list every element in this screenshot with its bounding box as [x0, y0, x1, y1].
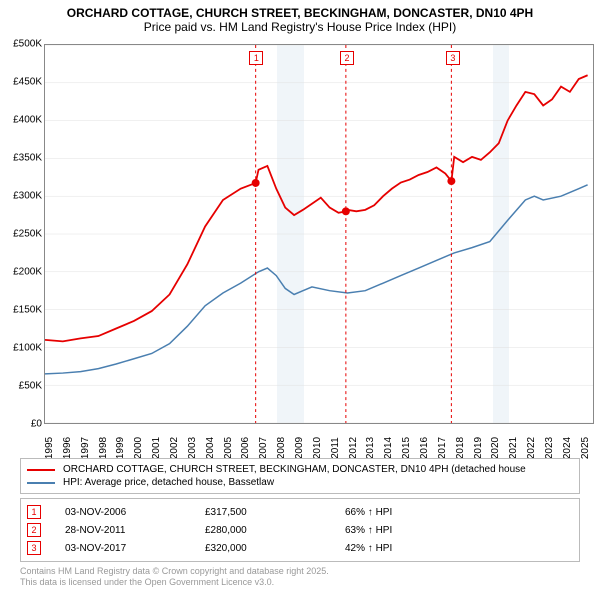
footer-line2: This data is licensed under the Open Gov… — [20, 577, 329, 588]
x-tick-label: 2017 — [437, 437, 448, 459]
x-tick-label: 2000 — [133, 437, 144, 459]
chart-marker-badge: 2 — [340, 51, 354, 65]
x-tick-label: 2021 — [508, 437, 519, 459]
y-tick-label: £450K — [13, 77, 42, 88]
x-tick-label: 2009 — [294, 437, 305, 459]
marker-row: 1 03-NOV-2006£317,50066% ↑ HPI — [27, 503, 573, 521]
x-axis: 1995199619971998199920002001200220032004… — [44, 424, 594, 450]
chart-marker-badge: 1 — [249, 51, 263, 65]
title-line2: Price paid vs. HM Land Registry's House … — [10, 20, 590, 34]
x-tick-label: 2005 — [223, 437, 234, 459]
marker-row: 2 28-NOV-2011£280,00063% ↑ HPI — [27, 521, 573, 539]
y-tick-label: £250K — [13, 229, 42, 240]
x-tick-label: 2007 — [258, 437, 269, 459]
marker-row: 3 03-NOV-2017£320,00042% ↑ HPI — [27, 539, 573, 557]
marker-table: 1 03-NOV-2006£317,50066% ↑ HPI 2 28-NOV-201… — [20, 498, 580, 562]
legend-label: ORCHARD COTTAGE, CHURCH STREET, BECKINGH… — [63, 464, 526, 475]
x-tick-label: 2019 — [473, 437, 484, 459]
y-tick-label: £300K — [13, 191, 42, 202]
y-tick-label: £0 — [31, 419, 42, 430]
y-tick-label: £50K — [19, 381, 42, 392]
x-tick-label: 2023 — [544, 437, 555, 459]
chart-title: ORCHARD COTTAGE, CHURCH STREET, BECKINGH… — [0, 0, 600, 36]
legend-swatch — [27, 469, 55, 471]
marker-price: £317,500 — [205, 507, 345, 518]
x-tick-label: 1999 — [115, 437, 126, 459]
y-tick-label: £350K — [13, 153, 42, 164]
marker-date: 28-NOV-2011 — [65, 525, 205, 536]
x-tick-label: 2024 — [562, 437, 573, 459]
x-tick-label: 2012 — [348, 437, 359, 459]
x-tick-label: 2004 — [205, 437, 216, 459]
x-tick-label: 2001 — [151, 437, 162, 459]
marker-hpi: 42% ↑ HPI — [345, 543, 392, 554]
x-tick-label: 2014 — [383, 437, 394, 459]
marker-hpi: 63% ↑ HPI — [345, 525, 392, 536]
x-tick-label: 2002 — [169, 437, 180, 459]
marker-hpi: 66% ↑ HPI — [345, 507, 392, 518]
marker-date: 03-NOV-2017 — [65, 543, 205, 554]
x-tick-label: 2010 — [312, 437, 323, 459]
marker-price: £320,000 — [205, 543, 345, 554]
y-axis: £0£50K£100K£150K£200K£250K£300K£350K£400… — [0, 44, 44, 424]
y-tick-label: £100K — [13, 343, 42, 354]
x-tick-label: 2020 — [490, 437, 501, 459]
footer-line1: Contains HM Land Registry data © Crown c… — [20, 566, 329, 577]
marker-badge: 1 — [27, 505, 41, 519]
x-tick-label: 2025 — [580, 437, 591, 459]
marker-badge: 3 — [27, 541, 41, 555]
y-tick-label: £200K — [13, 267, 42, 278]
legend: ORCHARD COTTAGE, CHURCH STREET, BECKINGH… — [20, 458, 580, 494]
x-tick-label: 2003 — [187, 437, 198, 459]
marker-price: £280,000 — [205, 525, 345, 536]
x-tick-label: 1997 — [80, 437, 91, 459]
y-tick-label: £500K — [13, 39, 42, 50]
legend-item-hpi: HPI: Average price, detached house, Bass… — [27, 476, 573, 489]
x-tick-label: 2022 — [526, 437, 537, 459]
legend-swatch — [27, 482, 55, 484]
x-tick-label: 2013 — [365, 437, 376, 459]
chart-marker-badge: 3 — [446, 51, 460, 65]
x-tick-label: 2008 — [276, 437, 287, 459]
marker-badge: 2 — [27, 523, 41, 537]
x-tick-label: 1996 — [62, 437, 73, 459]
x-tick-label: 2006 — [240, 437, 251, 459]
y-tick-label: £150K — [13, 305, 42, 316]
chart-svg — [45, 45, 593, 423]
chart-plot-area: 1 2 3 — [44, 44, 594, 424]
y-tick-label: £400K — [13, 115, 42, 126]
x-tick-label: 1995 — [44, 437, 55, 459]
x-tick-label: 2018 — [455, 437, 466, 459]
x-tick-label: 2011 — [330, 437, 341, 459]
x-tick-label: 1998 — [98, 437, 109, 459]
legend-item-price-paid: ORCHARD COTTAGE, CHURCH STREET, BECKINGH… — [27, 463, 573, 476]
legend-label: HPI: Average price, detached house, Bass… — [63, 477, 274, 488]
marker-date: 03-NOV-2006 — [65, 507, 205, 518]
footer-attribution: Contains HM Land Registry data © Crown c… — [20, 566, 329, 588]
x-tick-label: 2015 — [401, 437, 412, 459]
x-tick-label: 2016 — [419, 437, 430, 459]
title-line1: ORCHARD COTTAGE, CHURCH STREET, BECKINGH… — [10, 6, 590, 20]
